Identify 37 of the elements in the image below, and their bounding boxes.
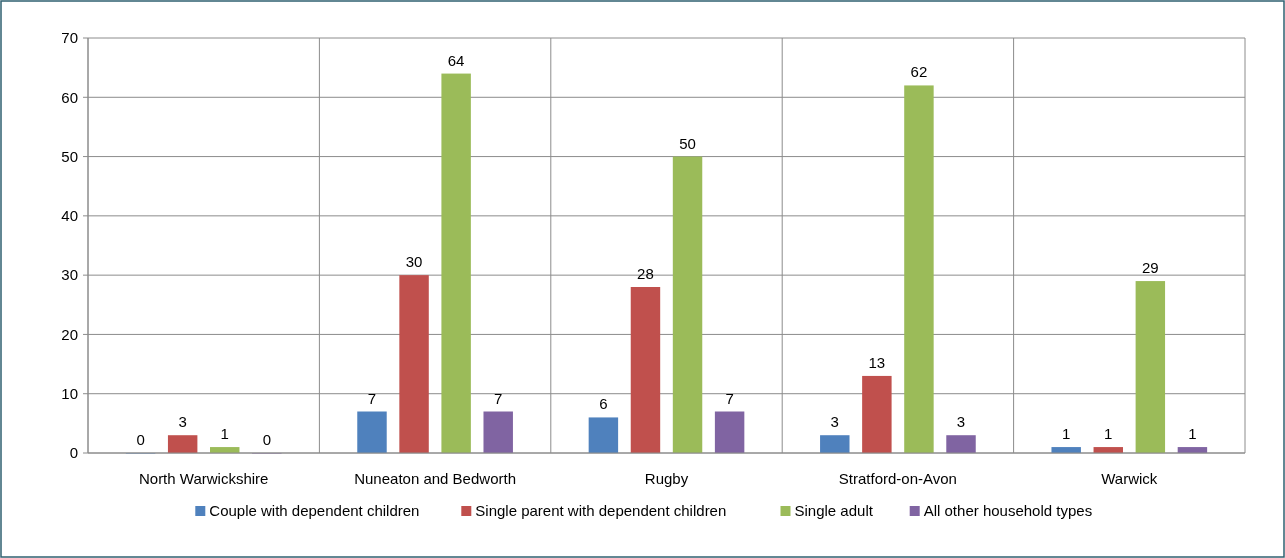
data-label: 1 <box>1104 425 1113 443</box>
y-tick-label: 20 <box>61 325 78 343</box>
x-tick-label: Stratford-on-Avon <box>838 470 957 487</box>
x-tick-label: Rugby <box>644 470 689 487</box>
data-label: 62 <box>910 63 928 81</box>
y-tick-label: 70 <box>61 29 78 47</box>
data-label: 3 <box>178 413 187 431</box>
y-tick-label: 50 <box>61 147 78 165</box>
legend-label: Single parent with dependent children <box>475 502 727 519</box>
data-label: 0 <box>136 431 145 448</box>
y-tick-label: 40 <box>61 207 78 225</box>
data-label: 28 <box>637 265 654 282</box>
data-label: 50 <box>679 134 696 152</box>
y-tick-label: 0 <box>69 444 78 462</box>
legend-label: Single adult <box>794 502 874 519</box>
data-label: 7 <box>367 389 377 407</box>
data-label: 1 <box>220 425 229 443</box>
y-tick-label: 30 <box>61 266 78 284</box>
data-label: 1 <box>1062 425 1071 443</box>
y-tick-label: 10 <box>61 384 78 402</box>
data-label: 1 <box>1188 425 1197 443</box>
x-tick-label: Nuneaton and Bedworth <box>354 470 516 487</box>
data-label: 0 <box>262 431 271 448</box>
data-label: 3 <box>830 413 839 431</box>
data-label: 6 <box>599 395 608 413</box>
x-tick-label: Warwick <box>1101 470 1158 487</box>
data-label: 64 <box>447 51 465 69</box>
data-label: 7 <box>725 389 734 407</box>
legend-label: Couple with dependent children <box>209 502 420 519</box>
y-tick-label: 60 <box>61 88 78 106</box>
data-label: 7 <box>494 389 503 407</box>
data-label: 3 <box>956 413 966 431</box>
data-label: 13 <box>868 353 886 371</box>
legend-label: All other household types <box>923 502 1093 519</box>
x-tick-label: North Warwickshire <box>138 470 269 487</box>
data-label: 29 <box>1141 259 1159 277</box>
data-label: 30 <box>405 253 423 271</box>
